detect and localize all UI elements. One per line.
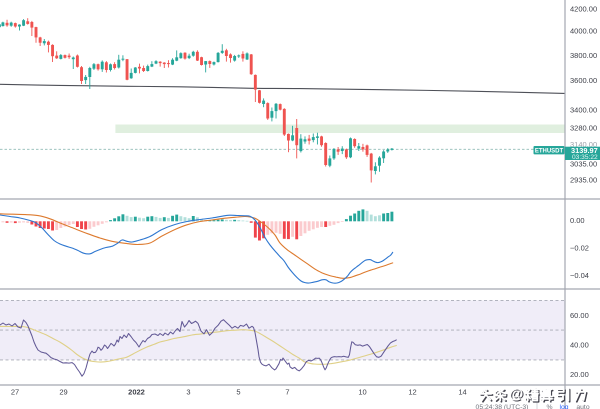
- svg-text:05:24:38 (UTC-3): 05:24:38 (UTC-3): [476, 404, 529, 409]
- svg-text:ETHUSDT: ETHUSDT: [535, 149, 564, 155]
- svg-text:60.00: 60.00: [570, 311, 589, 320]
- svg-text:2935.00: 2935.00: [570, 176, 597, 185]
- svg-text:40.00: 40.00: [570, 341, 589, 350]
- svg-text:3600.00: 3600.00: [570, 76, 597, 85]
- svg-text:%: %: [546, 404, 552, 409]
- svg-text:3139.97: 3139.97: [571, 146, 598, 155]
- svg-text:10: 10: [358, 387, 366, 396]
- svg-text:12: 12: [408, 387, 416, 396]
- svg-text:20.00: 20.00: [570, 370, 589, 379]
- svg-text:@: @: [509, 386, 523, 402]
- svg-text:4000.00: 4000.00: [570, 26, 597, 35]
- svg-text:3140.00: 3140.00: [570, 140, 597, 149]
- svg-text:log: log: [559, 404, 568, 409]
- svg-text:27: 27: [11, 387, 19, 396]
- svg-text:−0.02: −0.02: [570, 243, 589, 252]
- svg-text:3800.00: 3800.00: [570, 51, 597, 60]
- svg-text:3400.00: 3400.00: [570, 106, 597, 115]
- svg-text:−0.04: −0.04: [570, 271, 589, 280]
- svg-text:2022: 2022: [128, 387, 145, 396]
- svg-text:3280.00: 3280.00: [570, 123, 597, 132]
- svg-text:03:35:22: 03:35:22: [572, 154, 598, 161]
- svg-text:0.00: 0.00: [570, 216, 585, 225]
- svg-text:7: 7: [285, 387, 289, 396]
- svg-text:3: 3: [186, 387, 190, 396]
- svg-text:auto: auto: [576, 404, 589, 409]
- svg-text:14: 14: [458, 387, 466, 396]
- svg-text:3035.00: 3035.00: [570, 160, 597, 169]
- svg-text:@: @: [510, 388, 524, 404]
- svg-text:5: 5: [236, 387, 240, 396]
- svg-text:29: 29: [59, 387, 67, 396]
- svg-text:4200.00: 4200.00: [570, 4, 597, 13]
